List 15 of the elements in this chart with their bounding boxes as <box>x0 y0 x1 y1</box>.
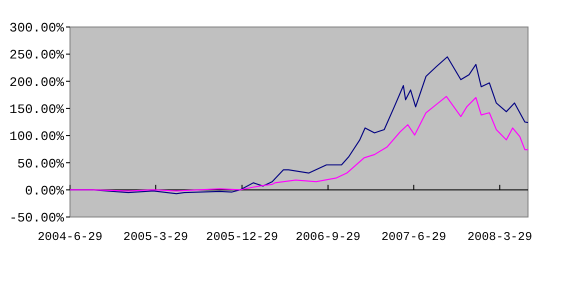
x-tick-label: 2005-3-29 <box>123 230 188 244</box>
y-tick-label: 50.00% <box>17 156 64 172</box>
x-tick-label: 2008-3-29 <box>467 230 532 244</box>
y-tick-label: 100.00% <box>9 129 64 144</box>
y-tick-label: 250.00% <box>9 48 64 63</box>
x-tick-label: 2006-9-29 <box>296 230 360 244</box>
y-tick-label: 0.00% <box>24 183 64 198</box>
x-tick-label: 2007-6-29 <box>381 230 446 244</box>
y-tick-label: 300.00% <box>9 20 64 36</box>
y-tick-label: -50.00% <box>9 210 64 226</box>
x-tick-label: 2004-6-29 <box>38 230 102 244</box>
y-tick-label: 150.00% <box>9 102 64 117</box>
x-tick-label: 2005-12-29 <box>206 230 278 244</box>
line-series <box>69 96 529 192</box>
y-tick-label: 200.00% <box>9 74 64 90</box>
